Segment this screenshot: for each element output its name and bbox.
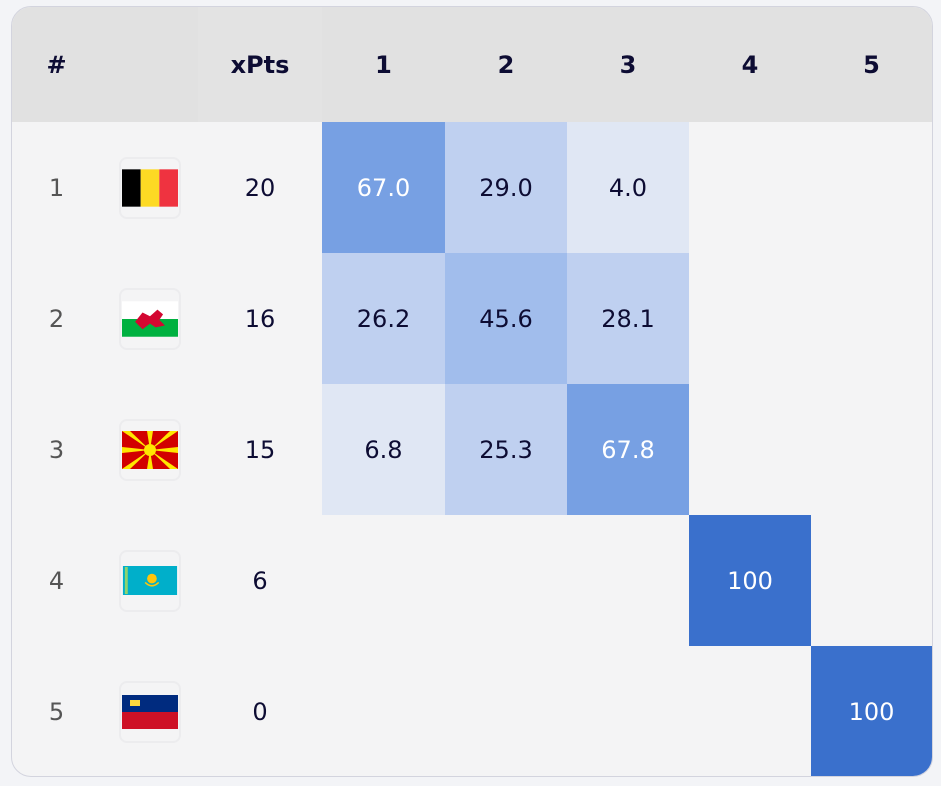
header-position-4: 4 <box>689 7 811 122</box>
standings-probability-table: # xPts 1 2 3 4 5 1 20 67.0 29.0 4.0 2 16 26.2 45.6 28.1 3… <box>11 6 933 777</box>
probability-cell <box>322 515 445 646</box>
row-flag-cell <box>101 515 198 646</box>
header-position-3: 3 <box>567 7 689 122</box>
probability-cell <box>811 253 932 384</box>
header-position-1: 1 <box>322 7 445 122</box>
probability-cell <box>689 646 811 776</box>
row-xpts: 16 <box>244 304 276 333</box>
probability-cell <box>689 122 811 253</box>
probability-cell: 67.0 <box>322 122 445 253</box>
row-xpts: 6 <box>252 566 268 595</box>
probability-cell: 28.1 <box>567 253 689 384</box>
probability-cell: 67.8 <box>567 384 689 515</box>
row-flag-cell <box>101 384 198 515</box>
liechtenstein-flag-icon <box>118 680 181 743</box>
probability-cell <box>689 384 811 515</box>
row-flag-cell <box>101 122 198 253</box>
row-rank: 4 <box>48 566 65 595</box>
probability-cell <box>567 515 689 646</box>
probability-cell: 26.2 <box>322 253 445 384</box>
row-rank: 1 <box>48 173 65 202</box>
probability-cell: 100 <box>689 515 811 646</box>
row-xpts: 15 <box>244 435 276 464</box>
probability-cell: 25.3 <box>445 384 567 515</box>
header-xpts: xPts <box>198 7 322 122</box>
kazakhstan-flag-icon <box>118 549 181 612</box>
probability-cell <box>811 515 932 646</box>
row-rank: 5 <box>48 697 65 726</box>
probability-cell <box>811 384 932 515</box>
row-rank: 3 <box>48 435 65 464</box>
row-xpts: 20 <box>244 173 276 202</box>
probability-cell <box>445 646 567 776</box>
header-rank: # <box>12 7 101 122</box>
probability-cell <box>322 646 445 776</box>
probability-cell <box>567 646 689 776</box>
probability-cell: 29.0 <box>445 122 567 253</box>
probability-cell <box>811 122 932 253</box>
row-flag-cell <box>101 253 198 384</box>
wales-flag-icon <box>118 287 181 350</box>
probability-cell: 6.8 <box>322 384 445 515</box>
belgium-flag-icon <box>118 156 181 219</box>
row-xpts: 0 <box>252 697 268 726</box>
header-position-5: 5 <box>811 7 932 122</box>
probability-cell: 45.6 <box>445 253 567 384</box>
probability-cell <box>689 253 811 384</box>
row-flag-cell <box>101 646 198 776</box>
probability-cell: 4.0 <box>567 122 689 253</box>
header-position-2: 2 <box>445 7 567 122</box>
row-rank: 2 <box>48 304 65 333</box>
probability-cell <box>445 515 567 646</box>
probability-cell: 100 <box>811 646 932 776</box>
header-flag <box>101 7 198 122</box>
north-macedonia-flag-icon <box>118 418 181 481</box>
